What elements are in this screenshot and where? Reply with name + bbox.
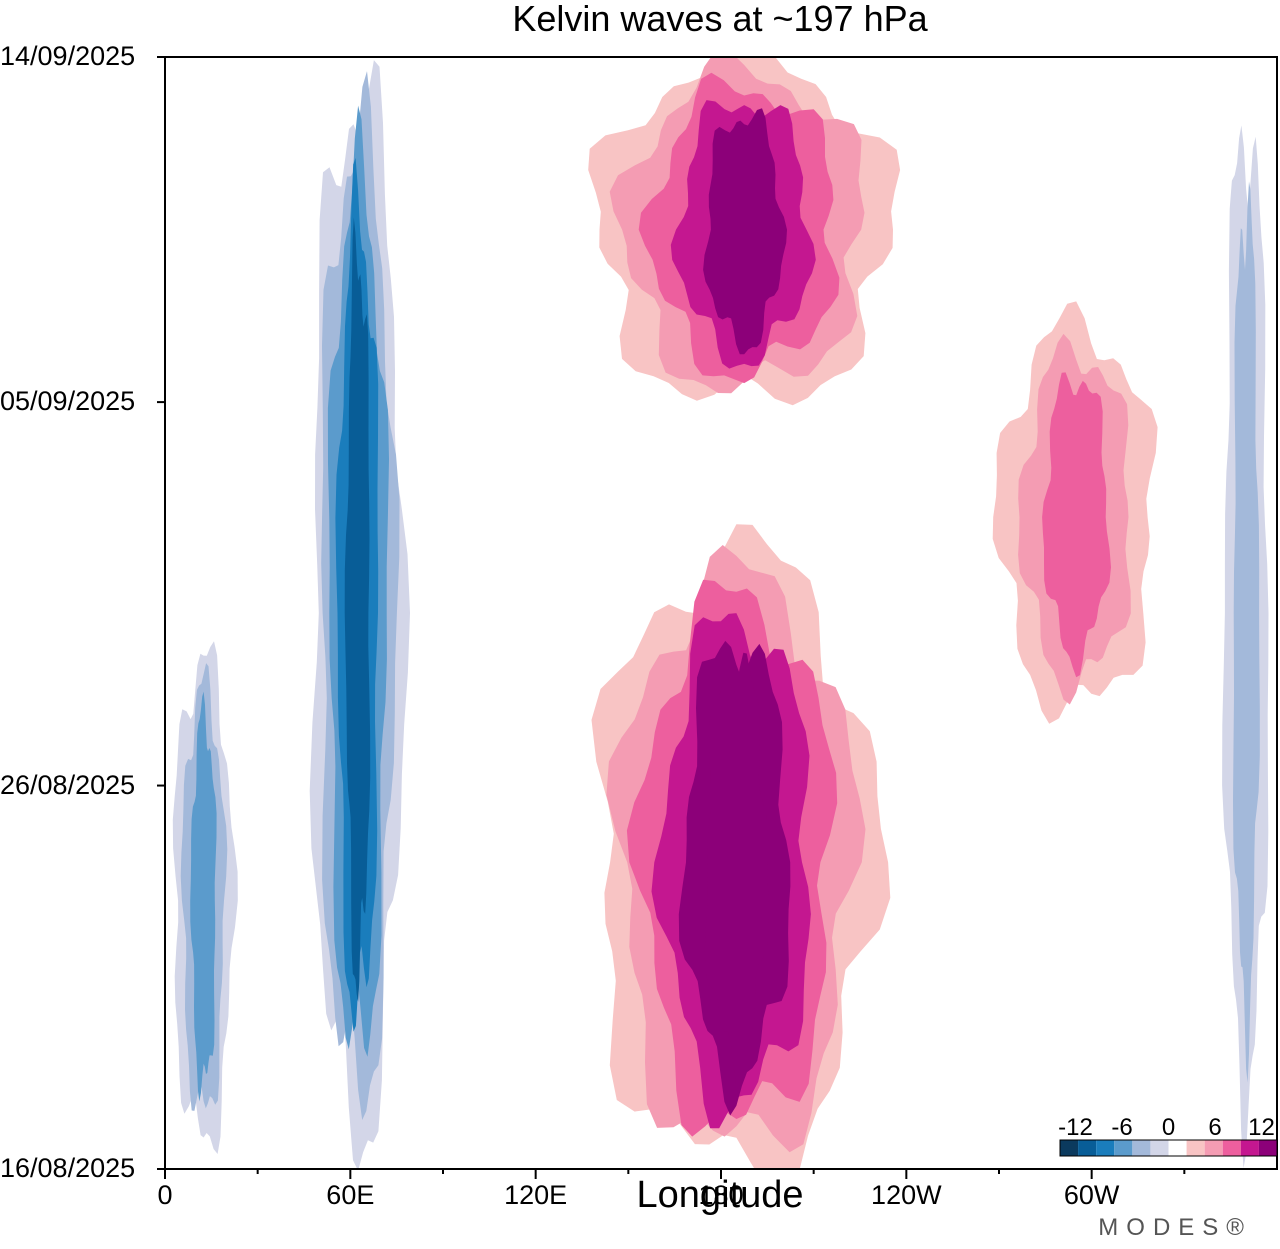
x-tick-label: 0	[157, 1180, 173, 1210]
colorbar-swatch	[1204, 1140, 1223, 1156]
colorbar-swatch	[1222, 1140, 1241, 1156]
contour-region	[190, 691, 217, 1102]
colorbar-frame	[1059, 1139, 1278, 1157]
colorbar-swatch	[1258, 1140, 1277, 1156]
colorbar-tick-label: -12	[1058, 1114, 1093, 1141]
chart-title: Kelvin waves at ~197 hPa	[512, 0, 928, 39]
colorbar-swatch	[1150, 1140, 1169, 1156]
colorbar-swatch	[1078, 1140, 1097, 1156]
colorbar-swatch	[1132, 1140, 1151, 1156]
colorbar-swatch	[1168, 1140, 1187, 1156]
colorbar-tick-label: 6	[1208, 1114, 1222, 1141]
colorbar-tick-label: 12	[1248, 1114, 1275, 1141]
colorbar-swatch	[1186, 1140, 1205, 1156]
colorbar-swatch	[1240, 1140, 1259, 1156]
colorbar-swatch	[1060, 1140, 1079, 1156]
y-tick-label: 05/09/2025	[0, 386, 136, 417]
y-tick-label: 14/09/2025	[0, 41, 136, 71]
x-tick-label: 180	[698, 1180, 744, 1210]
modes-logo: MODES®	[1098, 1214, 1252, 1241]
x-tick-label: 60W	[1063, 1180, 1120, 1210]
contour-region	[704, 652, 769, 1090]
contour-region	[1233, 181, 1260, 1083]
x-axis-label: Longitude	[636, 1174, 804, 1216]
colorbar-tick-label: -6	[1111, 1114, 1133, 1141]
y-tick-label: 16/08/2025	[0, 1153, 136, 1183]
x-tick-label: 120W	[871, 1180, 942, 1210]
x-tick-label: 120E	[504, 1180, 568, 1210]
contour-region	[344, 217, 371, 1002]
colorbar-swatch	[1114, 1140, 1133, 1156]
contour-field	[165, 57, 1277, 1169]
y-tick-label: 26/08/2025	[0, 769, 136, 800]
colorbar-swatch	[1096, 1140, 1115, 1156]
colorbar-tick-label: 0	[1161, 1114, 1176, 1141]
contour-region	[1042, 372, 1111, 678]
contour-region	[703, 108, 787, 355]
x-tick-label: 60E	[326, 1180, 375, 1210]
